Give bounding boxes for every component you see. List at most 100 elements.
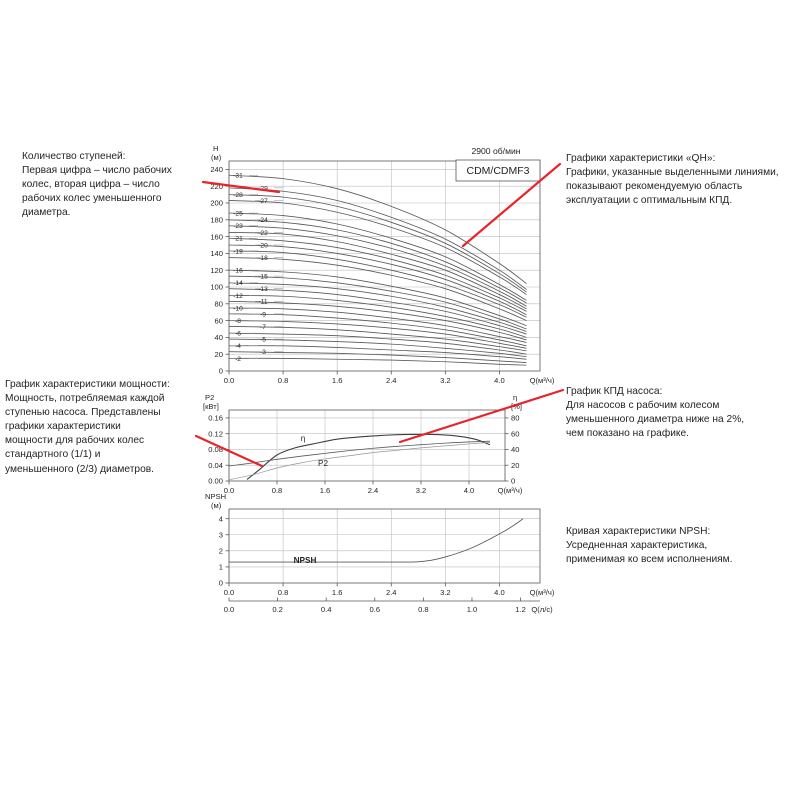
qh-curve-label: -14: [233, 280, 243, 287]
y-right-unit: [%]: [511, 402, 522, 411]
qh-curve--11: [228, 300, 527, 341]
qh-curve-label: -21: [233, 236, 243, 243]
ytick-right-label: 40: [511, 445, 519, 454]
qh-curve-label: -31: [233, 173, 243, 180]
xtick-label: 4.0: [494, 588, 505, 597]
ytick-label: 100: [210, 283, 223, 292]
xtick2-label: 0.6: [370, 605, 381, 614]
qh-curve-label: -29: [258, 185, 268, 192]
annotation-stages-count: Количество ступеней: Первая цифра – числ…: [22, 151, 172, 219]
qh-curve-label: -9: [260, 311, 266, 318]
ytick-left-label: 0.04: [208, 461, 223, 470]
y-right-label: η: [513, 393, 517, 402]
speed-label: 2900 об/мин: [471, 146, 520, 156]
y-axis-unit: (м): [211, 153, 222, 162]
pointer-power-curves: [194, 434, 264, 468]
qh-curve--20: [228, 244, 527, 316]
ytick-label: 40: [215, 333, 223, 342]
ytick-right-label: 60: [511, 429, 519, 438]
pointer-qh-curves: [461, 162, 562, 248]
ytick-left-label: 0.08: [208, 445, 223, 454]
pointer-leaders: [194, 162, 565, 468]
ytick-label: 0: [219, 367, 223, 376]
y-axis-unit: (м): [211, 501, 222, 510]
qh-curve-label: -11: [258, 299, 267, 306]
qh-curve--13: [228, 288, 527, 335]
ytick-right-label: 80: [511, 414, 519, 423]
ytick-right-label: 0: [511, 477, 515, 486]
annotation-power-curves: График характеристики мощности: Мощность…: [5, 379, 170, 475]
y-axis-label: H: [213, 144, 218, 153]
qh-curve--25: [228, 212, 527, 301]
efficiency-series-label: η: [301, 434, 306, 443]
qh-curve-label: -2: [235, 356, 241, 363]
x-axis-label: Q(м³/ч): [498, 486, 523, 495]
npsh-curve: [229, 518, 524, 563]
xtick-label: 0.0: [224, 486, 235, 495]
qh-curve-label: -10: [233, 305, 243, 312]
qh-curve--9: [228, 313, 527, 347]
qh-curve-label: -15: [258, 273, 268, 280]
ytick-label: 240: [210, 165, 223, 174]
annotation-efficiency-curve: График КПД насоса: Для насосов с рабочим…: [566, 386, 745, 440]
pointer-stages-count: [201, 180, 281, 194]
xtick-label: 2.4: [386, 376, 397, 385]
qh-curve--12: [228, 294, 527, 338]
pe-curve-efficiency-1-1: [246, 433, 491, 480]
ytick-left-label: 0.16: [208, 414, 223, 423]
xtick2-label: 1.0: [467, 605, 478, 614]
x-axis2-label: Q(л/с): [531, 605, 553, 614]
qh-curve--27: [228, 200, 527, 295]
annotation-npsh-curve: Кривая характеристики NPSH: Усредненная …: [566, 526, 733, 566]
xtick-label: 0.8: [278, 376, 289, 385]
xtick2-label: 0.4: [321, 605, 332, 614]
ytick-label: 180: [210, 216, 223, 225]
model-box: [455, 159, 541, 182]
plot-frame: [228, 508, 541, 584]
xtick-label: 2.4: [386, 588, 397, 597]
qh-curve-label: -5: [260, 336, 266, 343]
model-label: CDM/CDMF3: [467, 165, 530, 177]
xtick-label: 2.4: [368, 486, 379, 495]
ytick-label: 60: [215, 316, 223, 325]
power-series-label: P2: [318, 459, 328, 468]
qh-curve-label: -12: [233, 293, 243, 300]
xtick2-label: 1.2: [515, 605, 526, 614]
qh-curve--4: [228, 345, 527, 360]
xtick-label: 1.6: [332, 588, 343, 597]
qh-curve--18: [228, 257, 527, 321]
pointer-efficiency-curve: [398, 388, 565, 444]
qh-curve-label: -16: [233, 268, 243, 275]
ytick-label: 1: [219, 563, 223, 572]
qh-curve--22: [228, 231, 527, 310]
xtick-label: 1.6: [320, 486, 331, 495]
xtick-label: 4.0: [494, 376, 505, 385]
qh-curve-label: -6: [235, 331, 241, 338]
qh-curve--29: [228, 187, 527, 290]
xtick-label: 4.0: [464, 486, 475, 495]
y-left-label: P2: [205, 393, 214, 402]
ytick-label: 0: [219, 579, 223, 588]
qh-curve-label: -25: [233, 210, 243, 217]
qh-curve--6: [228, 332, 527, 355]
xtick-label: 0.0: [224, 588, 235, 597]
qh-curve-label: -19: [233, 248, 243, 255]
x-axis-label: Q(м³/ч): [530, 376, 555, 385]
qh-curve--10: [228, 307, 527, 343]
ytick-label: 4: [219, 514, 223, 523]
xtick-label: 0.8: [272, 486, 283, 495]
qh-curve-label: -8: [235, 318, 241, 325]
qh-curve-label: -22: [258, 230, 268, 237]
qh-curve-label: -18: [258, 255, 268, 262]
pe-curve-power-1-1: [228, 440, 491, 467]
qh-curve--24: [228, 219, 527, 304]
y-axis-label: NPSH: [205, 492, 226, 501]
qh-curve-label: -13: [258, 286, 268, 293]
plot-frame: [228, 409, 506, 482]
xtick-label: 0.0: [224, 376, 235, 385]
qh-curve--21: [228, 237, 527, 312]
qh-curve-label: -24: [258, 217, 268, 224]
